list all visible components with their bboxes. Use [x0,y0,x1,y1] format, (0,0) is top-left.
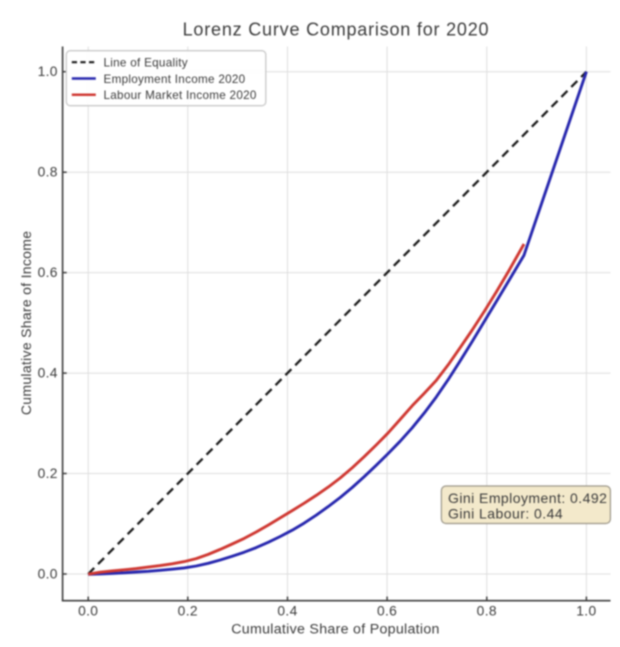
svg-text:Gini Employment: 0.492: Gini Employment: 0.492 [448,490,607,506]
svg-text:0.0: 0.0 [38,567,58,582]
svg-text:Line of Equality: Line of Equality [104,57,188,70]
svg-text:0.4: 0.4 [38,366,58,381]
svg-text:0.0: 0.0 [78,604,98,619]
svg-text:1.0: 1.0 [576,604,596,619]
svg-text:0.2: 0.2 [178,604,198,619]
svg-text:Employment Income 2020: Employment Income 2020 [104,73,246,86]
svg-text:Cumulative Share of Population: Cumulative Share of Population [231,621,440,637]
svg-text:1.0: 1.0 [38,64,58,79]
svg-text:0.6: 0.6 [38,265,58,280]
svg-text:0.6: 0.6 [377,604,397,619]
svg-text:Gini Labour: 0.44: Gini Labour: 0.44 [448,506,563,522]
svg-text:0.2: 0.2 [38,466,58,481]
svg-text:Lorenz Curve Comparison for 20: Lorenz Curve Comparison for 2020 [183,20,490,40]
svg-text:Cumulative Share of Income: Cumulative Share of Income [18,231,34,415]
svg-text:0.8: 0.8 [38,165,58,180]
svg-text:0.4: 0.4 [277,604,297,619]
svg-text:Labour Market Income 2020: Labour Market Income 2020 [104,89,257,102]
svg-text:0.8: 0.8 [477,604,497,619]
